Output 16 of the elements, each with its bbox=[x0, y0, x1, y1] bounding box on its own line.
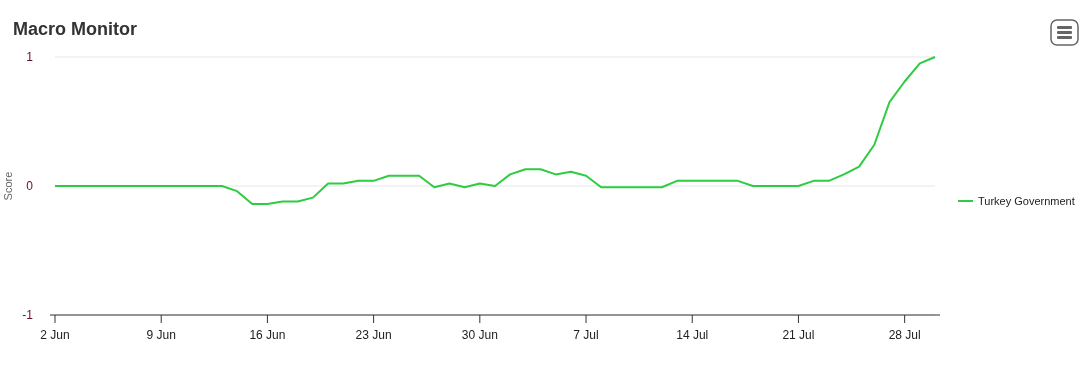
y-tick-label: -1 bbox=[22, 308, 34, 322]
x-tick-label: 14 Jul bbox=[676, 328, 709, 342]
y-axis-title: Score bbox=[2, 171, 14, 201]
x-tick-label: 28 Jul bbox=[888, 328, 921, 342]
chart-title: Macro Monitor bbox=[13, 19, 137, 39]
x-tick-label: 21 Jul bbox=[782, 328, 815, 342]
x-tick-label: 16 Jun bbox=[249, 328, 286, 342]
y-tick-label: 1 bbox=[26, 50, 34, 64]
legend-label: Turkey Government bbox=[978, 195, 1075, 207]
x-tick-label: 9 Jun bbox=[146, 328, 176, 342]
x-tick-label: 23 Jun bbox=[355, 328, 392, 342]
x-tick-label: 30 Jun bbox=[461, 328, 498, 342]
x-tick-label: 2 Jun bbox=[40, 328, 70, 342]
x-tick-label: 7 Jul bbox=[573, 328, 599, 342]
y-tick-label: 0 bbox=[26, 179, 34, 193]
line-series bbox=[54, 56, 936, 206]
